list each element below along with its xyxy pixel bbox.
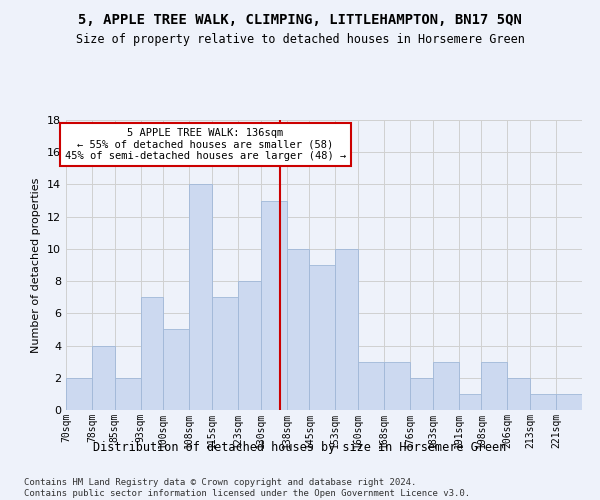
Bar: [92, 346, 115, 410]
Bar: [433, 362, 458, 410]
Bar: [140, 297, 163, 410]
Bar: [410, 378, 433, 410]
Bar: [384, 362, 410, 410]
Bar: [335, 249, 358, 410]
Bar: [287, 249, 310, 410]
Bar: [458, 394, 481, 410]
Text: Distribution of detached houses by size in Horsemere Green: Distribution of detached houses by size …: [94, 441, 506, 454]
Text: 5, APPLE TREE WALK, CLIMPING, LITTLEHAMPTON, BN17 5QN: 5, APPLE TREE WALK, CLIMPING, LITTLEHAMP…: [78, 12, 522, 26]
Bar: [358, 362, 384, 410]
Bar: [115, 378, 140, 410]
Bar: [481, 362, 508, 410]
Bar: [310, 265, 335, 410]
Bar: [163, 330, 190, 410]
Bar: [190, 184, 212, 410]
Bar: [261, 200, 287, 410]
Text: Contains HM Land Registry data © Crown copyright and database right 2024.
Contai: Contains HM Land Registry data © Crown c…: [24, 478, 470, 498]
Text: 5 APPLE TREE WALK: 136sqm
← 55% of detached houses are smaller (58)
45% of semi-: 5 APPLE TREE WALK: 136sqm ← 55% of detac…: [65, 128, 346, 162]
Bar: [530, 394, 556, 410]
Y-axis label: Number of detached properties: Number of detached properties: [31, 178, 41, 352]
Bar: [556, 394, 582, 410]
Bar: [66, 378, 92, 410]
Bar: [212, 297, 238, 410]
Text: Size of property relative to detached houses in Horsemere Green: Size of property relative to detached ho…: [76, 32, 524, 46]
Bar: [508, 378, 530, 410]
Bar: [238, 281, 261, 410]
